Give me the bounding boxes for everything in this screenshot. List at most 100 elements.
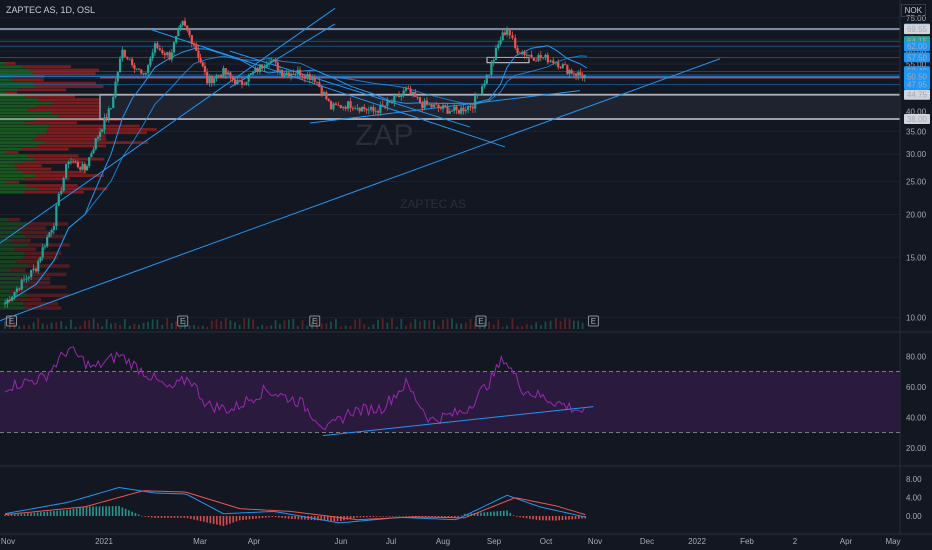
candle-body [96, 136, 100, 139]
candle-body [126, 56, 129, 59]
macd-tick-label: 4.00 [906, 494, 922, 503]
candle-body [27, 277, 30, 279]
candle-body [539, 55, 542, 59]
candle-body [577, 72, 580, 76]
candle-body [485, 75, 488, 84]
volume-profile-bar-down [36, 104, 106, 108]
candle-body [8, 299, 11, 301]
volume-bar [395, 326, 398, 329]
macd-hist-bar [206, 516, 208, 523]
macd-hist-bar [509, 512, 512, 516]
volume-profile-bar-down [16, 260, 42, 264]
volume-profile-bar-up [0, 255, 24, 260]
candle-body [67, 162, 70, 165]
macd-hist-bar [167, 516, 169, 518]
volume-profile-bar-up [0, 108, 28, 111]
price-tick-label: 30.00 [906, 150, 927, 159]
candle-body [374, 111, 377, 112]
volume-bar [79, 325, 82, 329]
macd-hist-bar [291, 516, 293, 519]
macd-hist-bar [447, 516, 450, 518]
volume-bar [464, 322, 467, 329]
volume-profile-bar-up [0, 180, 6, 184]
candle-body [402, 90, 405, 95]
macd-hist-bar [62, 510, 65, 516]
macd-hist-bar [577, 516, 580, 519]
watermark-name: ZAPTEC AS [400, 197, 466, 211]
macd-hist-bar [134, 513, 137, 516]
macd-hist-bar [225, 516, 228, 525]
candle-body [144, 72, 147, 75]
candle-body [444, 105, 447, 108]
candle-body [446, 107, 449, 114]
macd-hist-bar [150, 516, 153, 518]
x-tick-label: Jul [386, 537, 396, 546]
volume-profile-bar-up [0, 62, 6, 65]
macd-hist-bar [532, 516, 534, 520]
candle-body [39, 257, 42, 262]
candle-body [351, 107, 354, 109]
trendline [0, 58, 721, 322]
volume-profile-bar-up [0, 131, 47, 135]
macd-hist-bar [287, 516, 290, 519]
candles [3, 17, 586, 308]
macd-hist-bar [535, 516, 538, 520]
volume-bar [492, 324, 495, 329]
macd-hist-bar [27, 513, 29, 516]
candle-body [574, 73, 578, 76]
macd-hist-bar [564, 516, 567, 520]
macd-hist-bar [574, 516, 577, 520]
candle-body [298, 69, 302, 76]
candle-body [156, 43, 159, 49]
macd-hist-bar [372, 516, 375, 517]
candle-body [101, 129, 104, 132]
candle-body [217, 75, 220, 77]
earnings-marker-label: E [180, 317, 185, 326]
volume-bar [243, 318, 246, 329]
volume-bar [559, 321, 562, 329]
macd-hist-bar [137, 514, 140, 516]
volume-bar [349, 326, 352, 329]
volume-bar [451, 318, 453, 329]
macd-hist-bar [483, 512, 486, 516]
macd-hist-bar [571, 516, 574, 520]
candle-body [203, 66, 207, 73]
macd-hist-bar [392, 516, 394, 517]
macd-hist-bar [271, 516, 274, 518]
candle-body [386, 101, 389, 107]
candle-body [411, 91, 415, 94]
macd-hist-bar [408, 516, 411, 517]
macd-hist-bar [473, 513, 476, 516]
candle-body [81, 164, 84, 170]
volume-bar [386, 322, 389, 329]
volume-profile-bar-down [25, 184, 78, 187]
volume-bar [261, 324, 264, 329]
candle-body [41, 247, 44, 258]
volume-bar [460, 323, 463, 329]
volume-profile-bar-up [0, 104, 37, 108]
candle-body [60, 190, 63, 194]
candle-body [474, 95, 477, 109]
price-level-badge [904, 41, 930, 52]
macd-hist-bar [320, 516, 323, 521]
volume-bar [506, 325, 508, 329]
volume-bar [166, 318, 169, 329]
candle-body [342, 106, 345, 109]
macd-hist-bar [199, 516, 202, 522]
candle-body [469, 105, 472, 107]
candle-body [261, 64, 264, 69]
macd-hist-bar [95, 506, 98, 516]
volume-profile-bar-up [0, 281, 21, 285]
candle-body [254, 68, 257, 72]
candle-body [311, 78, 314, 80]
volume-profile-bar-up [0, 218, 8, 222]
volume-bar [521, 325, 524, 329]
candle-body [62, 177, 65, 191]
price-tick-label: 35.00 [906, 127, 927, 136]
candle-body [206, 72, 209, 84]
volume-bar [488, 321, 491, 329]
macd-hist-bar [307, 516, 309, 520]
macd-hist-bar [82, 506, 85, 516]
volume-bar [206, 326, 209, 329]
